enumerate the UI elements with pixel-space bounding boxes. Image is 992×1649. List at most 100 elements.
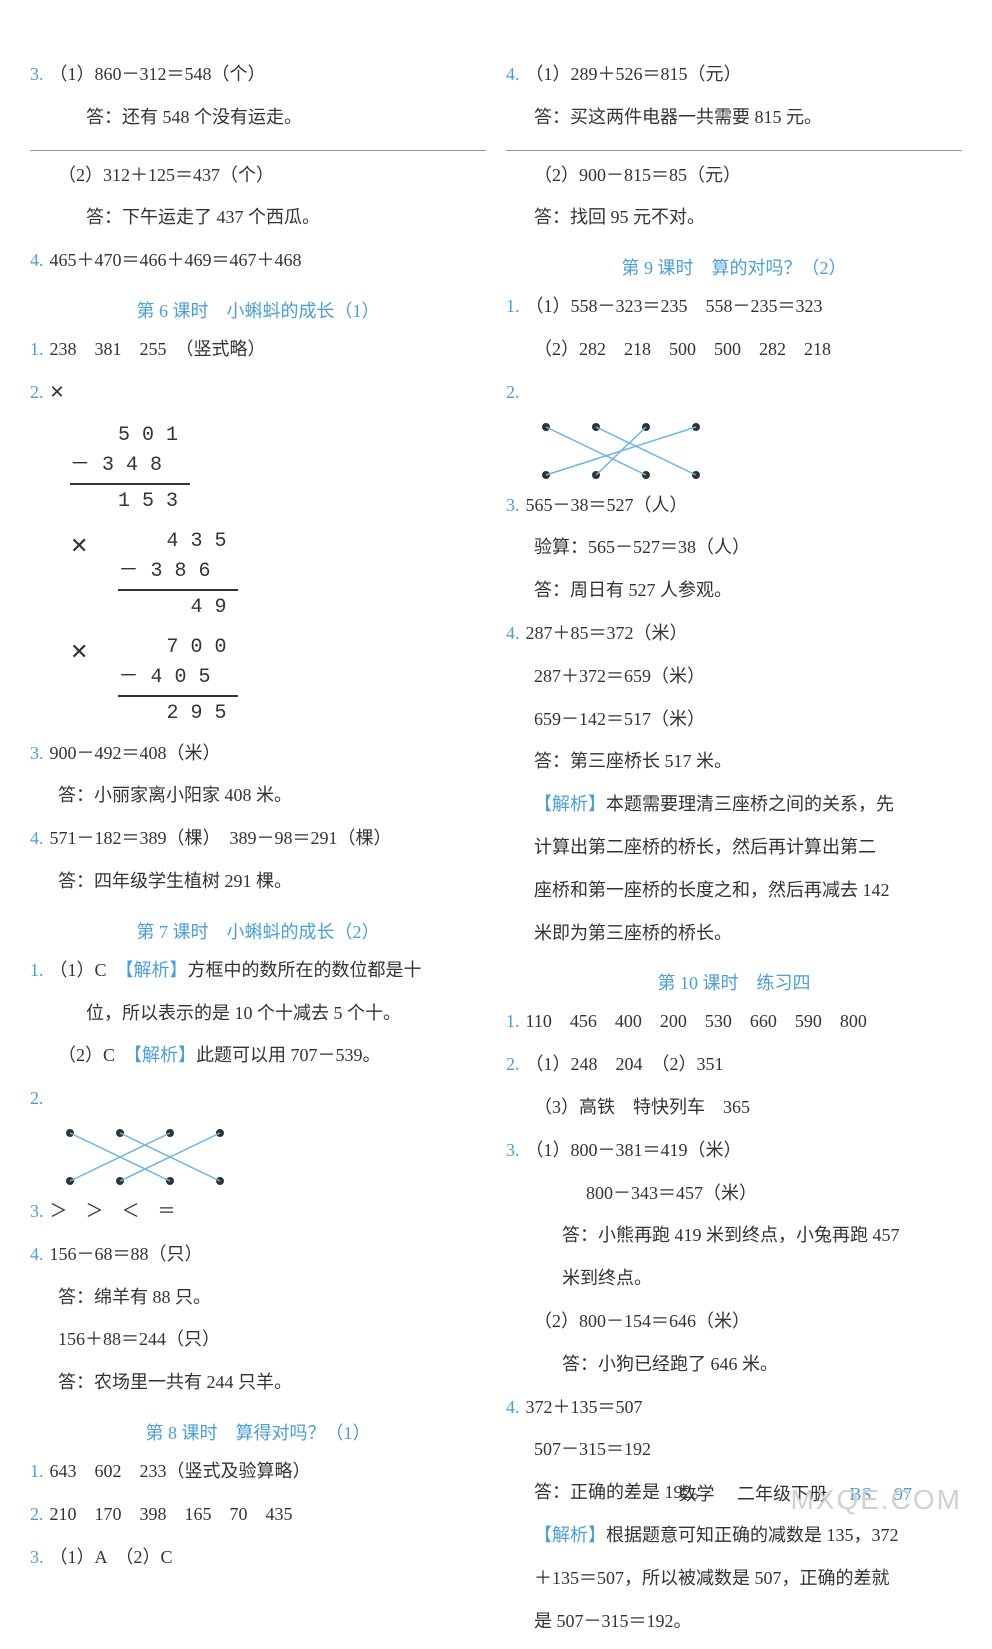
item-3: 3.＞ ＞ ＜ ＝: [30, 1197, 486, 1226]
item-2: 2.: [506, 378, 962, 407]
left-column: 3.（1）860－312＝548（个） 答：还有 548 个没有运走。 （2）3…: [30, 60, 486, 1649]
text: 210 170 398 165 70 435: [50, 1504, 293, 1524]
qnum: 3.: [506, 1140, 520, 1160]
row: －386: [118, 557, 238, 587]
text: （1）558－323＝235 558－235＝323: [526, 296, 823, 316]
item-1: 1. 238 381 255 （竖式略）: [30, 335, 486, 364]
text: （2）C 【解析】此题可以用 707－539。: [30, 1041, 486, 1070]
rule: [70, 483, 190, 485]
section-9-title: 第 9 课时 算的对吗？（2）: [506, 254, 962, 280]
subject: 数学: [678, 1484, 714, 1504]
calc-body: 700 －405 295: [118, 633, 238, 729]
calc-body: 501 －348 153: [70, 421, 190, 517]
row: 501: [70, 421, 190, 451]
text: 372＋135＝507: [526, 1397, 643, 1417]
answer: 答：第三座桥长 517 米。: [506, 747, 962, 776]
answer: 答：农场里一共有 244 只羊。: [30, 1368, 486, 1397]
rule: [118, 695, 238, 697]
analysis: 是 507－315＝192。: [506, 1607, 962, 1636]
item-2: 2.210 170 398 165 70 435: [30, 1500, 486, 1529]
analysis: ＋135＝507，所以被减数是 507，正确的差就: [506, 1564, 962, 1593]
text: 571－182＝389（棵） 389－98＝291（棵）: [50, 828, 392, 848]
answer: 答：周日有 527 人参观。: [506, 576, 962, 605]
item-3: 3.（1）A （2）C: [30, 1543, 486, 1572]
item-1: 1.110 456 400 200 530 660 590 800: [506, 1007, 962, 1036]
item-2: 2. （1）248 204 （2）351: [506, 1050, 962, 1079]
qnum: 3.: [30, 64, 44, 84]
text: （1）A （2）C: [50, 1547, 173, 1567]
text: 659－142＝517（米）: [506, 705, 962, 734]
text: （2）312＋125＝437（个）: [30, 161, 486, 190]
item-3: 3.（1）860－312＝548（个）: [30, 60, 486, 89]
text: （1）289＋526＝815（元）: [526, 64, 742, 84]
item-2: 2.✕: [30, 378, 486, 407]
answer: 答：小熊再跑 419 米到终点，小兔再跑 457: [506, 1221, 962, 1250]
text: 此题可以用 707－539。: [196, 1045, 381, 1065]
qnum: 4.: [506, 1397, 520, 1417]
row: 153: [70, 487, 190, 517]
mark-x: ✕: [70, 535, 88, 557]
item-2: 2.: [30, 1084, 486, 1113]
analysis-label: 【解析】: [534, 794, 606, 814]
text: 565－38＝527（人）: [526, 495, 688, 515]
qnum: 1.: [30, 339, 44, 359]
item-4: 4. （1）289＋526＝815（元）: [506, 60, 962, 89]
qnum: 4.: [506, 623, 520, 643]
qnum: 1.: [506, 296, 520, 316]
text: （2）800－154＝646（米）: [506, 1307, 962, 1336]
text: 800－343＝457（米）: [506, 1179, 962, 1208]
text: ＞ ＞ ＜ ＝: [50, 1201, 176, 1221]
section-6-title: 第 6 课时 小蝌蚪的成长（1）: [30, 297, 486, 323]
qnum: 4.: [30, 1244, 44, 1264]
answer: 答：下午运走了 437 个西瓜。: [30, 203, 486, 232]
answer: 答：绵羊有 88 只。: [30, 1283, 486, 1312]
row: －348: [70, 451, 190, 481]
text: 238 381 255 （竖式略）: [50, 339, 266, 359]
qnum: 3.: [506, 495, 520, 515]
qnum: 1.: [506, 1011, 520, 1031]
qnum: 4.: [506, 64, 520, 84]
answer: 答：买这两件电器一共需要 815 元。: [506, 103, 962, 132]
analysis-label: 【解析】: [125, 960, 188, 980]
item-1: 1. （1）C 【解析】方框中的数所在的数位都是十: [30, 956, 486, 985]
analysis-label: 【解析】: [133, 1045, 196, 1065]
text: （2）900－815＝85（元）: [506, 161, 962, 190]
text: 156＋88＝244（只）: [30, 1325, 486, 1354]
matching-diagram: [536, 421, 716, 481]
answer: 答：还有 548 个没有运走。: [30, 103, 486, 132]
answer: 答：找回 95 元不对。: [506, 203, 962, 232]
text: （1）C: [50, 960, 125, 980]
item-4: 4. 571－182＝389（棵） 389－98＝291（棵）: [30, 824, 486, 853]
analysis: 计算出第二座桥的桥长，然后再计算出第二: [506, 833, 962, 862]
text: 465＋470＝466＋469＝467＋468: [50, 250, 302, 270]
qnum: 2.: [30, 1088, 44, 1108]
answer: 答：小丽家离小阳家 408 米。: [30, 781, 486, 810]
item-4: 4. 465＋470＝466＋469＝467＋468: [30, 246, 486, 275]
text: （3）高铁 特快列车 365: [506, 1093, 962, 1122]
vertical-calc-3: ✕ 700 －405 295: [70, 633, 486, 729]
text: （1）248 204 （2）351: [526, 1054, 724, 1074]
calc-body: 435 －386 49: [118, 527, 238, 623]
row: 49: [118, 593, 238, 623]
text: 验算：565－527＝38（人）: [506, 533, 962, 562]
analysis: 【解析】本题需要理清三座桥之间的关系，先: [506, 790, 962, 819]
text: 方框中的数所在的数位都是十: [188, 960, 422, 980]
answer: 答：小狗已经跑了 646 米。: [506, 1350, 962, 1379]
qnum: 2.: [506, 1054, 520, 1074]
qnum: 1.: [30, 960, 44, 980]
item-4: 4.156－68＝88（只）: [30, 1240, 486, 1269]
qnum: 4.: [30, 828, 44, 848]
match-svg: [536, 421, 716, 481]
right-column: 4.（1）289＋526＝815（元） 答：买这两件电器一共需要 815 元。 …: [506, 60, 962, 1649]
row: 435: [118, 527, 238, 557]
rule: [118, 589, 238, 591]
row: －405: [118, 663, 238, 693]
item-1: 1. （1）558－323＝235 558－235＝323: [506, 292, 962, 321]
qnum: 4.: [30, 250, 44, 270]
qnum: 3.: [30, 743, 44, 763]
match-svg: [60, 1127, 240, 1187]
section-8-title: 第 8 课时 算得对吗？（1）: [30, 1419, 486, 1445]
text: 287＋372＝659（米）: [506, 662, 962, 691]
item-4: 4.287＋85＝372（米）: [506, 619, 962, 648]
mark-x: ✕: [50, 382, 65, 402]
